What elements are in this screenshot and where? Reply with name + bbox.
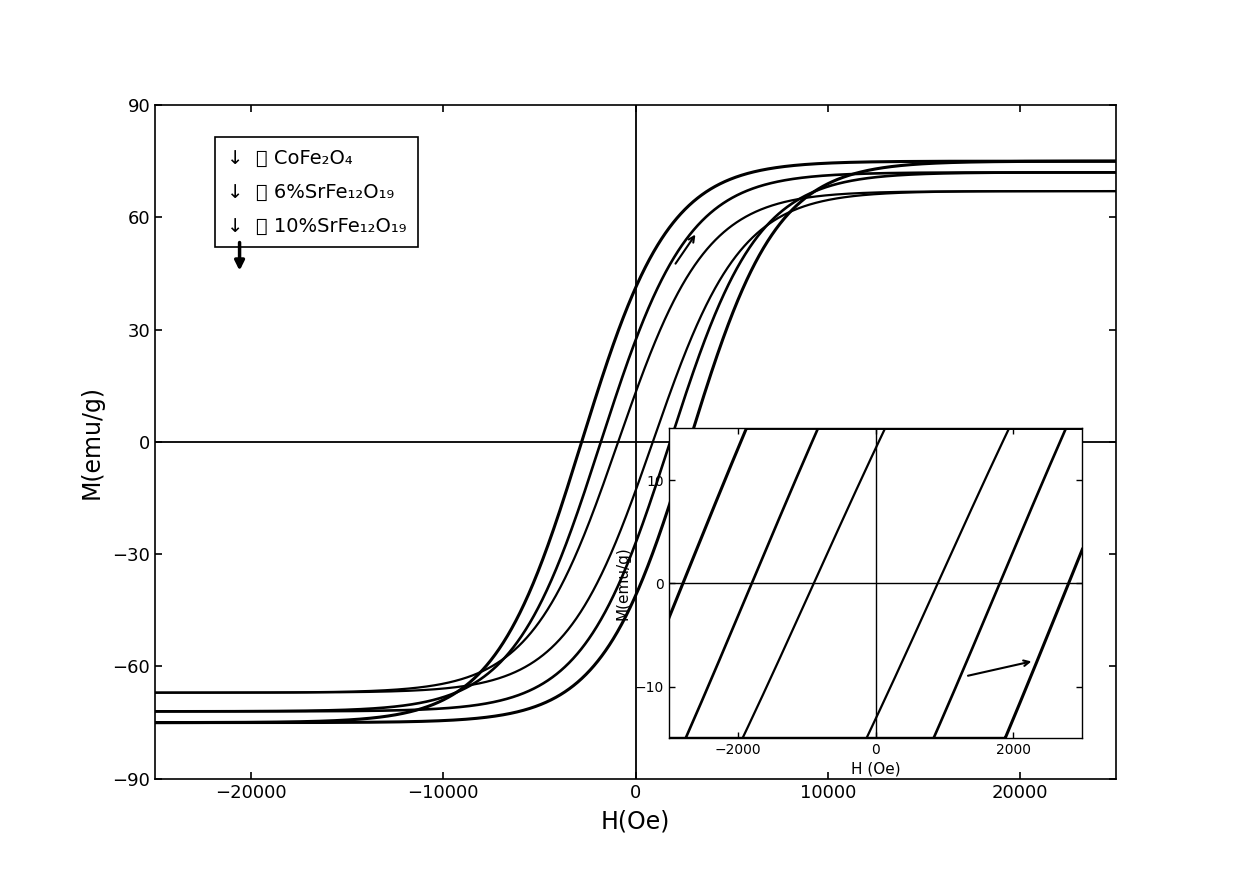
X-axis label: H (Oe): H (Oe) <box>851 761 900 776</box>
Y-axis label: M(emu/g): M(emu/g) <box>79 385 104 499</box>
X-axis label: H(Oe): H(Oe) <box>601 810 670 834</box>
Text: ↓  纯 CoFe₂O₄
↓  含 6%SrFe₁₂O₁₉
↓  含 10%SrFe₁₂O₁₉: ↓ 纯 CoFe₂O₄ ↓ 含 6%SrFe₁₂O₁₉ ↓ 含 10%SrFe₁… <box>227 149 407 235</box>
Y-axis label: M(emu/g): M(emu/g) <box>616 547 631 620</box>
